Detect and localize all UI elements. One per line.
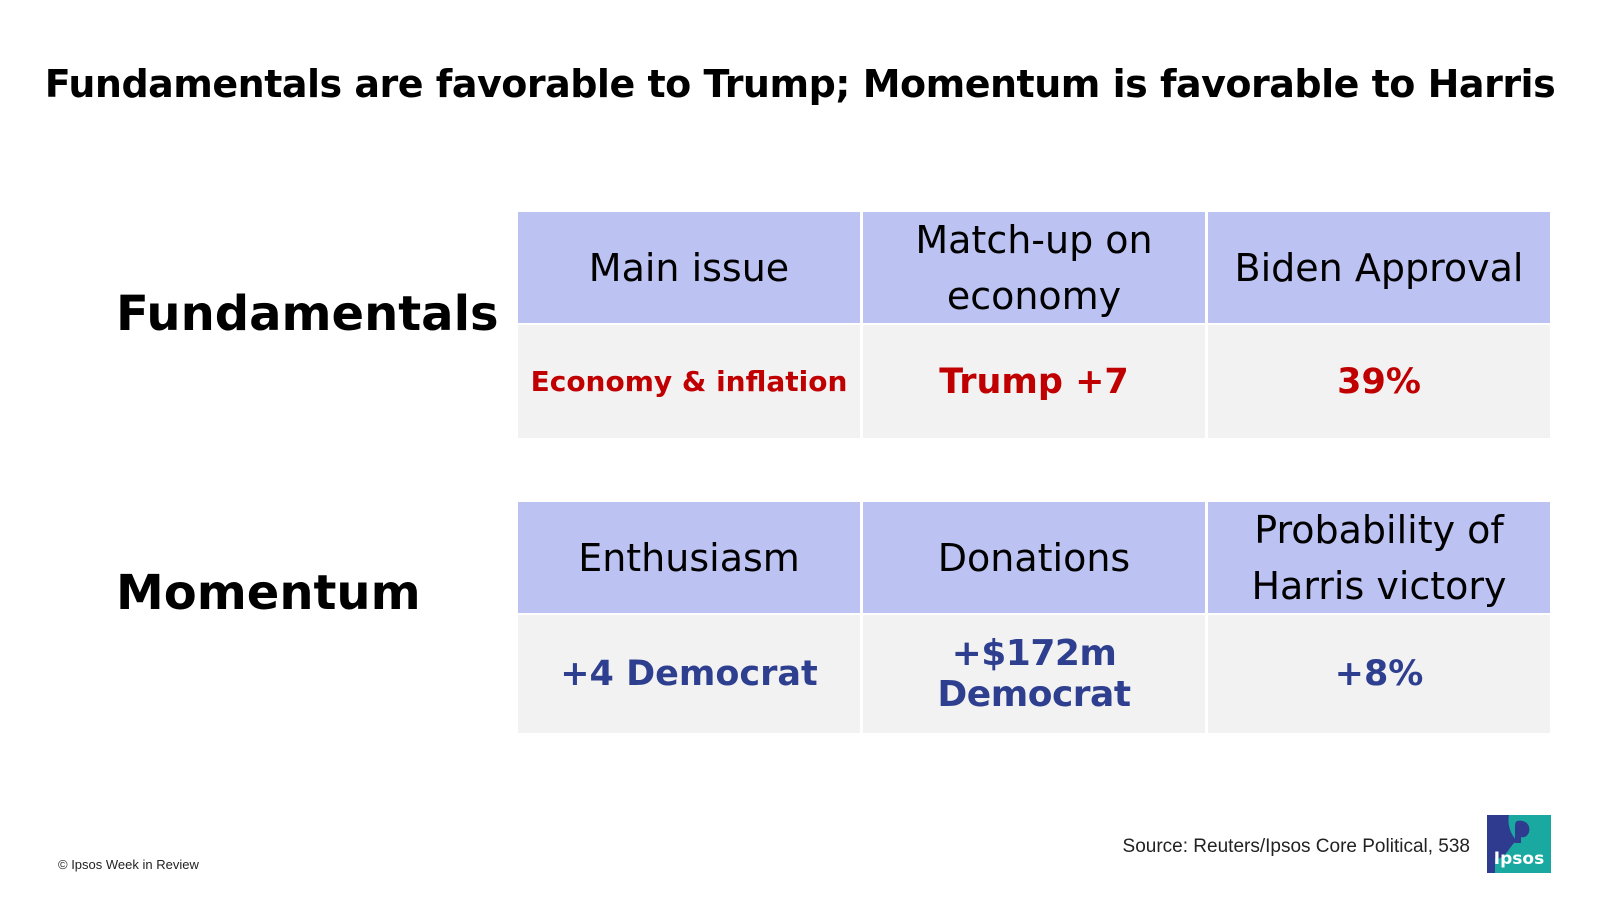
momentum-header-harris-probability: Probability of Harris victory bbox=[1208, 502, 1550, 613]
fundamentals-header-matchup-economy: Match-up on economy bbox=[863, 212, 1205, 323]
fundamentals-value-matchup-economy: Trump +7 bbox=[863, 325, 1205, 438]
copyright-text: © Ipsos Week in Review bbox=[58, 857, 199, 872]
momentum-label: Momentum bbox=[116, 565, 421, 621]
fundamentals-value-biden-approval: 39% bbox=[1208, 325, 1550, 438]
fundamentals-value-main-issue: Economy & inflation bbox=[518, 325, 860, 438]
momentum-header-enthusiasm: Enthusiasm bbox=[518, 502, 860, 613]
ipsos-logo-text: Ipsos bbox=[1493, 849, 1545, 869]
momentum-table: Enthusiasm Donations Probability of Harr… bbox=[518, 502, 1550, 733]
ipsos-logo-icon bbox=[1487, 815, 1551, 873]
fundamentals-header-main-issue: Main issue bbox=[518, 212, 860, 323]
source-text: Source: Reuters/Ipsos Core Political, 53… bbox=[1122, 836, 1470, 857]
fundamentals-header-biden-approval: Biden Approval bbox=[1208, 212, 1550, 323]
fundamentals-label: Fundamentals bbox=[116, 286, 499, 342]
slide-title: Fundamentals are favorable to Trump; Mom… bbox=[44, 62, 1556, 106]
momentum-value-enthusiasm: +4 Democrat bbox=[518, 615, 860, 733]
momentum-value-harris-probability: +8% bbox=[1208, 615, 1550, 733]
fundamentals-table: Main issue Match-up on economy Biden App… bbox=[518, 212, 1550, 438]
momentum-value-donations: +$172m Democrat bbox=[863, 615, 1205, 733]
momentum-header-donations: Donations bbox=[863, 502, 1205, 613]
